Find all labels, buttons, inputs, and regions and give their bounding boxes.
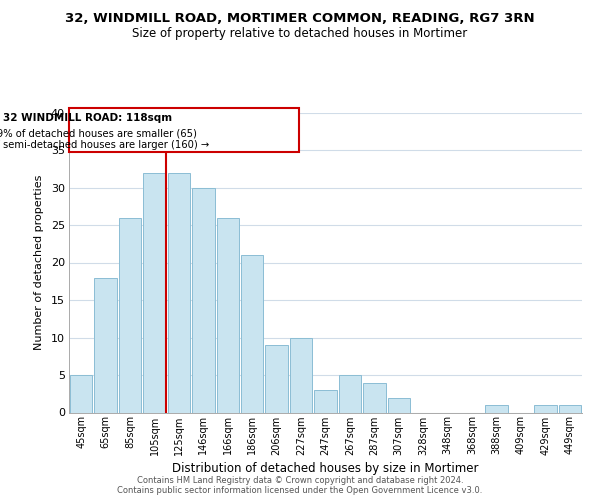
Text: Contains public sector information licensed under the Open Government Licence v3: Contains public sector information licen… [118,486,482,495]
Bar [290,338,313,412]
Text: 32, WINDMILL ROAD, MORTIMER COMMON, READING, RG7 3RN: 32, WINDMILL ROAD, MORTIMER COMMON, READ… [65,12,535,26]
Text: 71% of semi-detached houses are larger (160) →: 71% of semi-detached houses are larger (… [0,140,209,150]
Text: 32 WINDMILL ROAD: 118sqm: 32 WINDMILL ROAD: 118sqm [3,113,172,123]
Bar [338,375,361,412]
Bar [388,398,410,412]
Bar [143,172,166,412]
Bar [534,405,557,412]
Bar [217,218,239,412]
Bar [192,188,215,412]
Bar [265,345,288,412]
Text: Contains HM Land Registry data © Crown copyright and database right 2024.: Contains HM Land Registry data © Crown c… [137,476,463,485]
Bar [241,255,263,412]
Bar [363,382,386,412]
Y-axis label: Number of detached properties: Number of detached properties [34,175,44,350]
X-axis label: Distribution of detached houses by size in Mortimer: Distribution of detached houses by size … [172,462,479,474]
Bar [485,405,508,412]
Bar [94,278,117,412]
Text: Size of property relative to detached houses in Mortimer: Size of property relative to detached ho… [133,28,467,40]
Text: ← 29% of detached houses are smaller (65): ← 29% of detached houses are smaller (65… [0,128,196,138]
Bar [167,172,190,412]
Bar [70,375,92,412]
Bar [119,218,142,412]
Bar [314,390,337,412]
Bar [559,405,581,412]
